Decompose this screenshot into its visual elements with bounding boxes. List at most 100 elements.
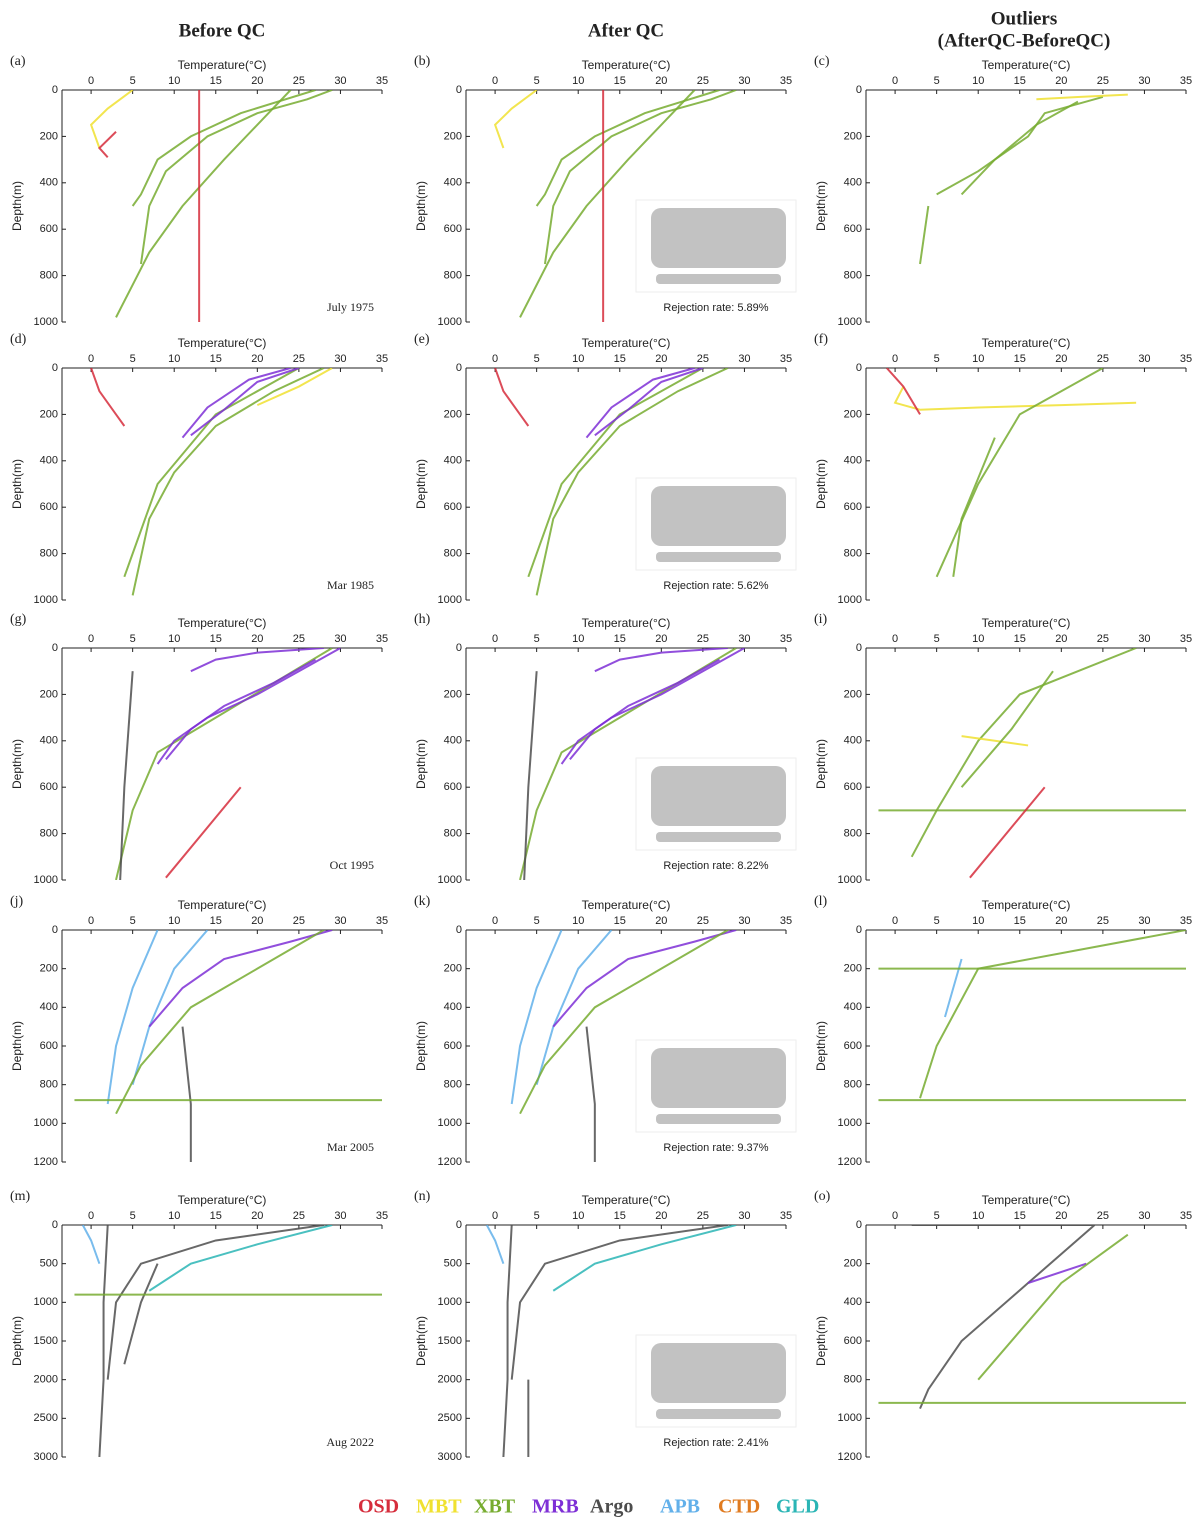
y-tick-label: 800	[40, 828, 58, 840]
y-tick-label: 200	[40, 963, 58, 975]
x-tick-label: 15	[1014, 915, 1026, 927]
profile-line	[108, 930, 158, 1104]
panel-label: (f)	[814, 332, 828, 347]
profile-line	[83, 1225, 100, 1264]
profile-line	[487, 1225, 504, 1264]
profile-line	[887, 368, 920, 414]
y-tick-label: 500	[40, 1258, 58, 1270]
x-tick-label: 5	[534, 353, 540, 365]
panel-label: (b)	[414, 54, 431, 69]
y-tick-label: 200	[444, 408, 462, 420]
x-tick-label: 15	[614, 633, 626, 645]
x-tick-label: 25	[1097, 915, 1109, 927]
x-tick-label: 30	[1138, 75, 1150, 87]
y-tick-label: 400	[844, 177, 862, 189]
y-tick-label: 400	[40, 735, 58, 747]
profile-line	[553, 1225, 736, 1291]
y-axis-label: Depth(m)	[814, 1021, 828, 1071]
y-tick-label: 600	[444, 501, 462, 513]
profile-line	[912, 648, 1136, 857]
x-tick-label: 10	[972, 75, 984, 87]
plot-area	[887, 368, 1136, 577]
plot-area	[878, 930, 1186, 1100]
x-tick-label: 10	[168, 1210, 180, 1222]
x-tick-label: 0	[88, 75, 94, 87]
map-land	[656, 1114, 781, 1124]
date-note: Mar 1985	[327, 578, 374, 592]
profile-line	[91, 368, 124, 426]
column-title: (AfterQC-BeforeQC)	[938, 30, 1111, 51]
x-tick-label: 10	[572, 353, 584, 365]
x-tick-label: 5	[534, 1210, 540, 1222]
profile-line	[120, 671, 132, 880]
x-axis-label: Temperature(°C)	[982, 898, 1071, 912]
x-tick-label: 25	[293, 915, 305, 927]
y-tick-label: 0	[456, 362, 462, 374]
y-axis-label: Depth(m)	[414, 1021, 428, 1071]
profile-line	[158, 648, 341, 764]
x-tick-label: 0	[892, 1210, 898, 1222]
y-tick-label: 200	[844, 688, 862, 700]
plot-area	[920, 95, 1128, 264]
column-title: After QC	[588, 20, 664, 41]
profile-line	[937, 368, 1103, 577]
panel-label: (j)	[10, 894, 24, 909]
x-tick-label: 5	[130, 75, 136, 87]
profile-line	[99, 132, 116, 158]
y-tick-label: 1000	[838, 316, 862, 328]
x-tick-label: 20	[655, 1210, 667, 1222]
y-tick-label: 800	[844, 828, 862, 840]
y-tick-label: 2000	[438, 1374, 462, 1386]
profile-line	[116, 930, 324, 1114]
profile-line	[912, 1225, 1095, 1409]
x-tick-label: 10	[972, 915, 984, 927]
rejection-rate: Rejection rate: 5.62%	[663, 580, 768, 592]
y-tick-label: 200	[844, 963, 862, 975]
x-tick-label: 10	[572, 633, 584, 645]
x-tick-label: 10	[972, 1210, 984, 1222]
y-tick-label: 0	[456, 924, 462, 936]
y-tick-label: 600	[844, 1040, 862, 1052]
panel-label: (m)	[10, 1189, 31, 1204]
x-tick-label: 30	[738, 1210, 750, 1222]
map-land	[651, 766, 786, 826]
y-tick-label: 500	[444, 1258, 462, 1270]
x-tick-label: 15	[1014, 1210, 1026, 1222]
map-land	[651, 486, 786, 546]
y-axis-label: Depth(m)	[414, 459, 428, 509]
y-tick-label: 400	[444, 1001, 462, 1013]
x-tick-label: 15	[210, 633, 222, 645]
x-tick-label: 35	[376, 1210, 388, 1222]
y-tick-label: 200	[444, 688, 462, 700]
x-tick-label: 0	[492, 353, 498, 365]
x-tick-label: 30	[334, 1210, 346, 1222]
x-tick-label: 25	[293, 353, 305, 365]
x-tick-label: 5	[934, 1210, 940, 1222]
x-tick-label: 5	[534, 75, 540, 87]
x-tick-label: 5	[130, 915, 136, 927]
y-axis-label: Depth(m)	[414, 181, 428, 231]
y-axis-label: Depth(m)	[10, 181, 24, 231]
y-tick-label: 800	[40, 548, 58, 560]
profile-line	[537, 90, 720, 206]
x-tick-label: 0	[892, 633, 898, 645]
x-axis-label: Temperature(°C)	[582, 1193, 671, 1207]
date-note: July 1975	[327, 300, 374, 314]
map-land	[656, 832, 781, 842]
x-tick-label: 5	[934, 75, 940, 87]
y-tick-label: 0	[856, 1219, 862, 1231]
x-tick-label: 15	[1014, 633, 1026, 645]
x-tick-label: 15	[614, 1210, 626, 1222]
y-tick-label: 200	[444, 130, 462, 142]
profile-line	[1036, 95, 1127, 100]
y-tick-label: 0	[52, 362, 58, 374]
map-land	[651, 1048, 786, 1108]
y-tick-label: 600	[444, 223, 462, 235]
x-tick-label: 25	[1097, 1210, 1109, 1222]
x-tick-label: 35	[780, 633, 792, 645]
y-tick-label: 600	[40, 1040, 58, 1052]
x-tick-label: 30	[1138, 915, 1150, 927]
y-axis-label: Depth(m)	[414, 739, 428, 789]
legend-entry: MBT	[416, 1496, 462, 1518]
x-tick-label: 30	[334, 915, 346, 927]
